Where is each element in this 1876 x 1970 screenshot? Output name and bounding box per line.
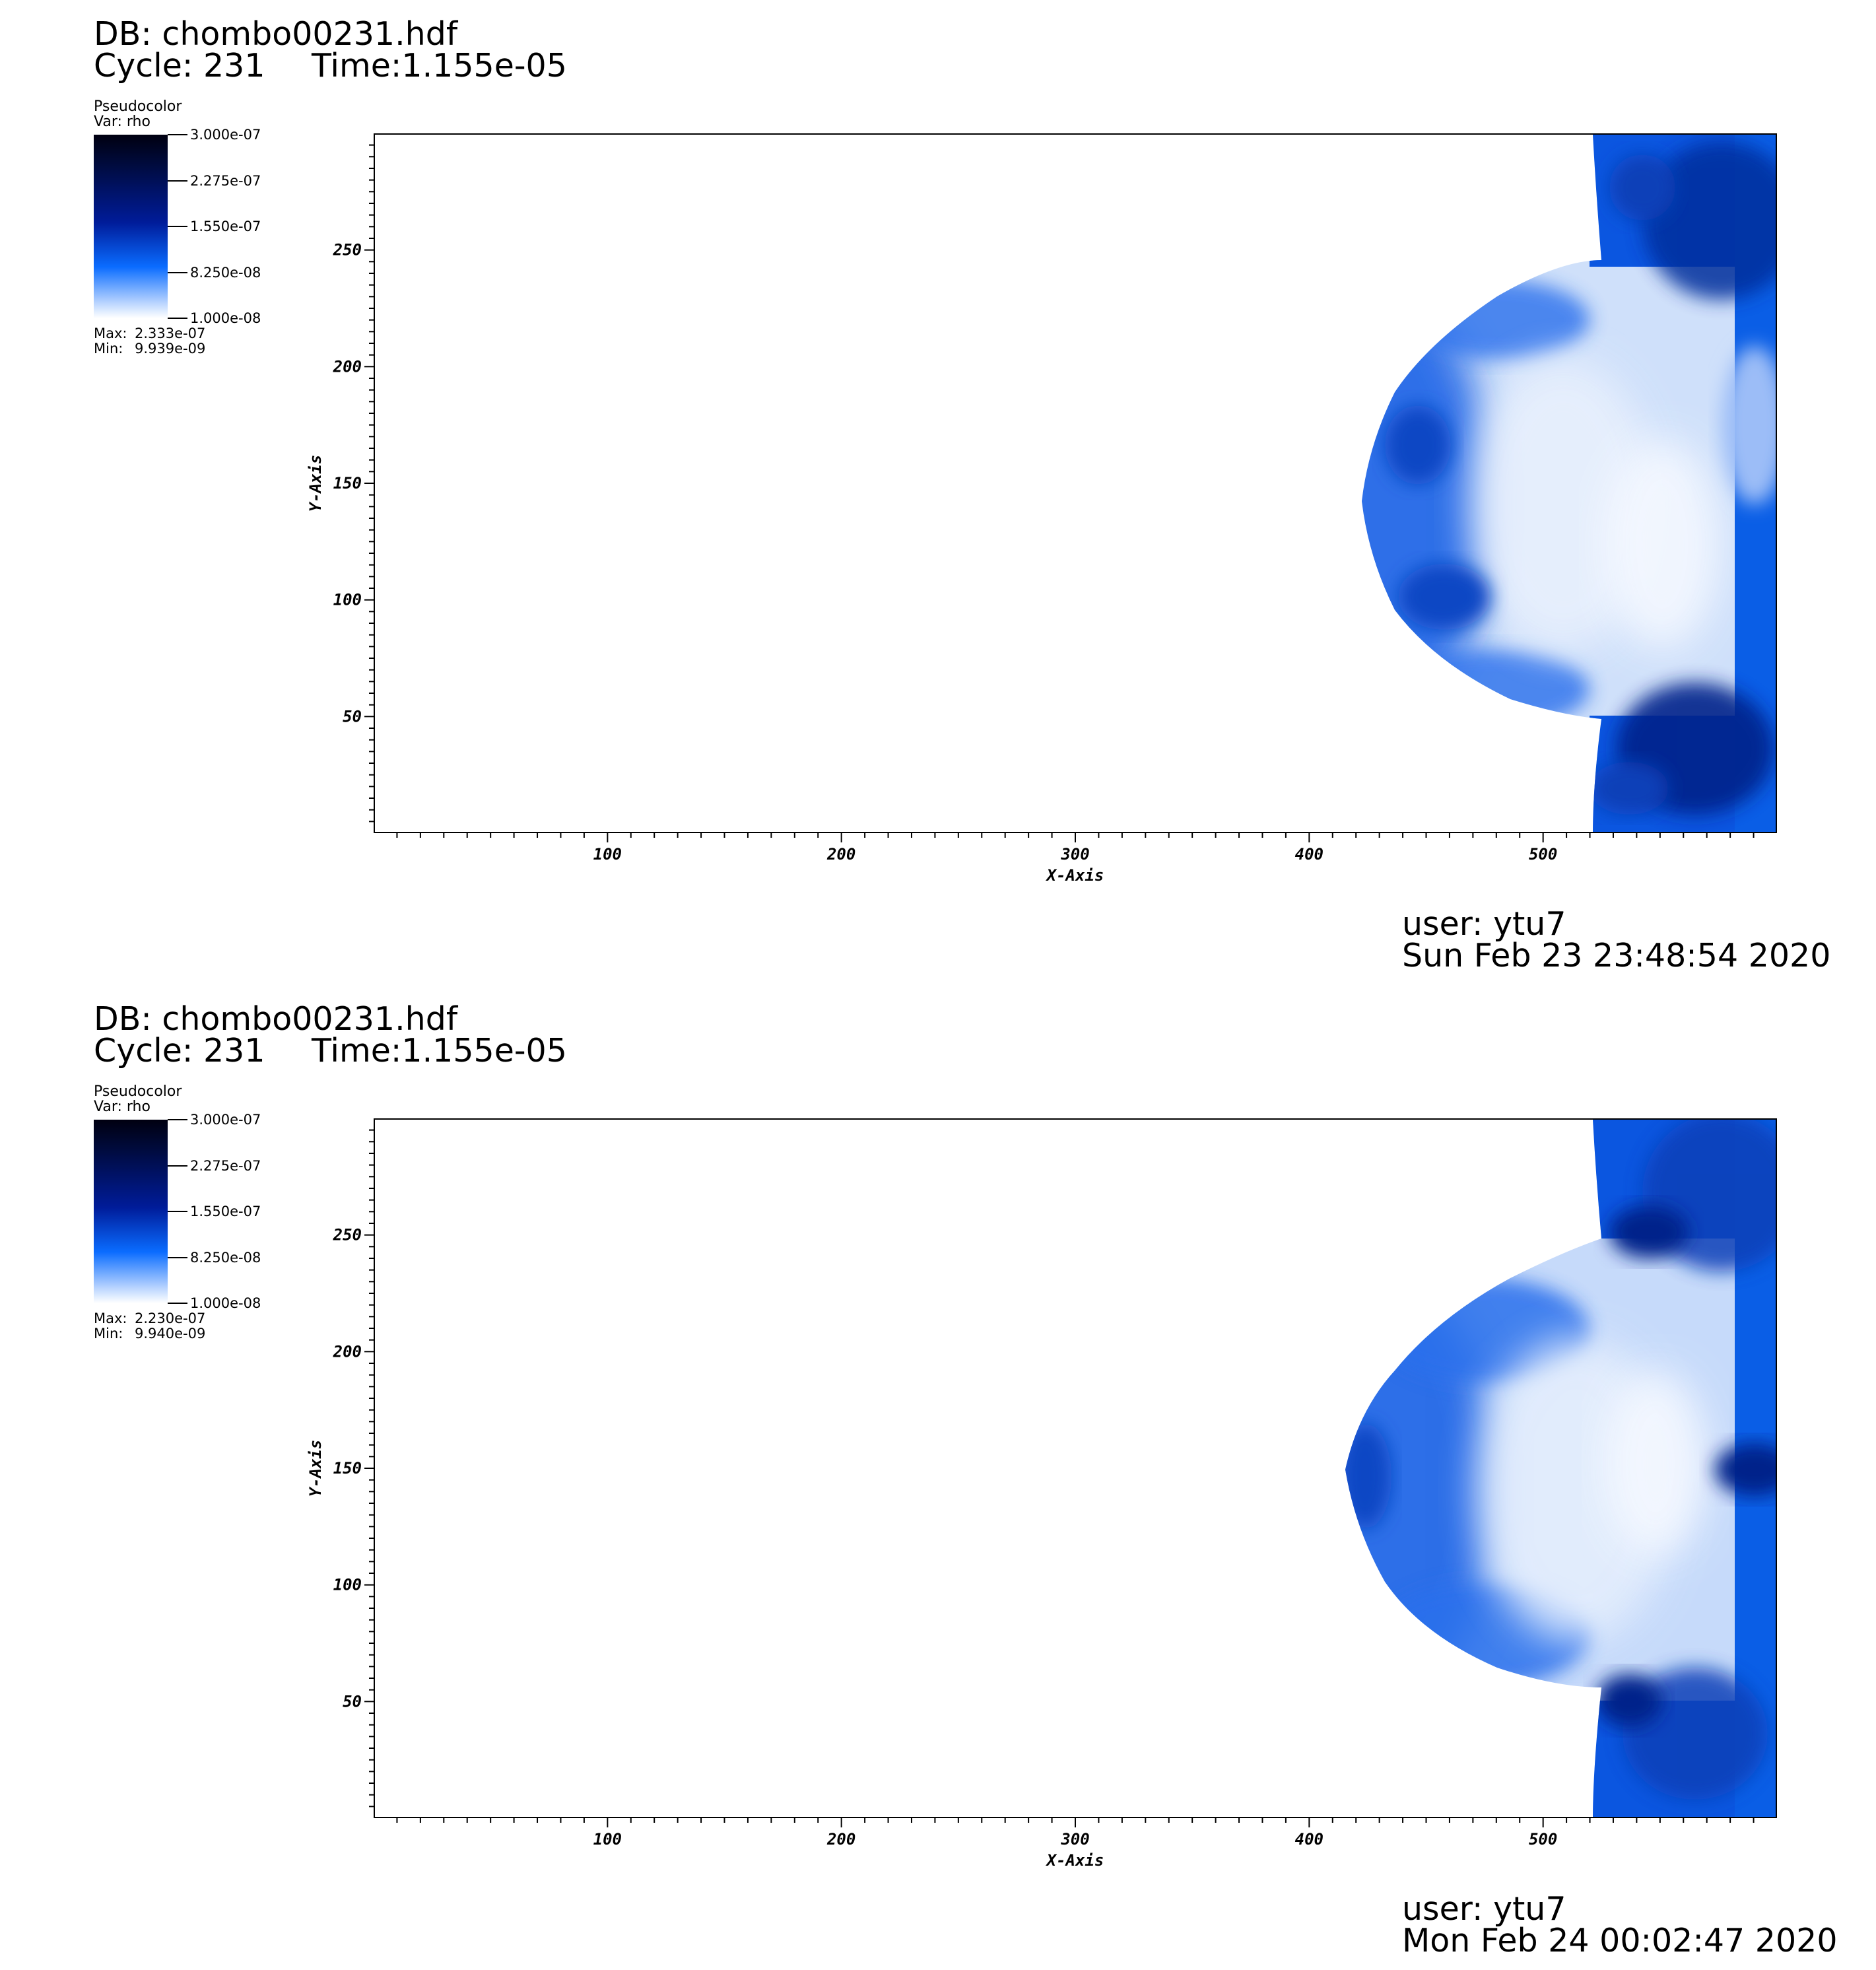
- x-tick-label: 500: [1529, 845, 1557, 864]
- x-tick-label: 300: [1060, 845, 1089, 864]
- legend-max-label: Max:: [94, 325, 127, 341]
- x-tick-label: 400: [1295, 1830, 1323, 1849]
- axes: 100 200 300 400 500 50 100 150 200 250 X-Axis Y-Axi…: [306, 144, 1755, 885]
- legend-min-value: 9.939e-09: [135, 341, 206, 357]
- colorbar-tick-label: 8.250e-08: [190, 1250, 261, 1266]
- cycle-label: Cycle: 231: [94, 1032, 265, 1070]
- colorbar-tick-label: 1.550e-07: [190, 219, 261, 234]
- y-tick-label: 200: [333, 357, 362, 376]
- y-tick-label: 50: [343, 707, 362, 726]
- colorbar-tick-label: 1.550e-07: [190, 1204, 261, 1219]
- colorbar-tick-mark: [168, 1211, 187, 1212]
- colorbar-tick-mark: [168, 134, 187, 135]
- density-field: [1345, 1120, 1776, 1817]
- density-field: [1362, 135, 1776, 832]
- colorbar-tick-mark: [168, 1303, 187, 1304]
- plot-area: [374, 1118, 1777, 1818]
- legend-min: Min: 9.939e-09: [94, 341, 205, 357]
- colorbar-tick-label: 3.000e-07: [190, 1112, 261, 1128]
- x-tick-label: 500: [1529, 1830, 1557, 1849]
- date-label: Sun Feb 23 23:48:54 2020: [1402, 937, 1831, 974]
- colorbar-tick-label: 2.275e-07: [190, 1158, 261, 1174]
- x-tick-label: 300: [1060, 1830, 1089, 1849]
- legend-min-label: Min:: [94, 1326, 123, 1342]
- user-label: user: ytu7: [1402, 1890, 1566, 1928]
- cycle-label: Cycle: 231: [94, 47, 265, 85]
- legend-min-label: Min:: [94, 341, 123, 357]
- x-axis-title: X-Axis: [1046, 1851, 1104, 1870]
- time-label: Time:1.155e-05: [312, 47, 567, 85]
- legend-max: Max: 2.230e-07: [94, 1310, 205, 1326]
- plot-area: [374, 133, 1777, 833]
- colorbar: [94, 135, 168, 318]
- x-axis-title: X-Axis: [1046, 866, 1104, 885]
- axes: 100 200 300 400 500 50 100 150 200 250 X-Axis Y-Axi…: [306, 1129, 1755, 1870]
- x-tick-label: 200: [826, 845, 855, 864]
- x-tick-label: 400: [1295, 845, 1323, 864]
- y-axis-title: Y-Axis: [306, 1440, 325, 1497]
- colorbar-tick-mark: [168, 1165, 187, 1167]
- colorbar-tick-mark: [168, 1257, 187, 1258]
- legend-max-value: 2.230e-07: [135, 1310, 206, 1326]
- y-tick-label: 100: [333, 591, 362, 609]
- cycle-time-line: Cycle: 231 Time:1.155e-05: [94, 1032, 567, 1070]
- legend-variable: Var: rho: [94, 114, 151, 130]
- legend-max-label: Max:: [94, 1310, 127, 1326]
- database-label: DB: chombo00231.hdf: [94, 15, 458, 53]
- y-tick-label: 50: [343, 1692, 362, 1711]
- colorbar-tick-label: 8.250e-08: [190, 265, 261, 281]
- plot-panel-top: DB: chombo00231.hdf Cycle: 231 Time:1.15…: [94, 15, 1831, 974]
- legend-min-value: 9.940e-09: [135, 1326, 206, 1342]
- colorbar-tick-label: 1.000e-08: [190, 310, 261, 326]
- plot-panel-bottom: DB: chombo00231.hdf Cycle: 231 Time:1.15…: [0, 985, 1876, 1970]
- colorbar-tick-mark: [168, 226, 187, 227]
- colorbar-tick-label: 1.000e-08: [190, 1295, 261, 1311]
- legend-max: Max: 2.333e-07: [94, 325, 205, 341]
- y-tick-label: 250: [333, 241, 362, 259]
- time-label: Time:1.155e-05: [312, 1032, 567, 1070]
- x-tick-label: 200: [826, 1830, 855, 1849]
- legend-min: Min: 9.940e-09: [94, 1326, 205, 1342]
- colorbar-tick-mark: [168, 1119, 187, 1120]
- cycle-time-line: Cycle: 231 Time:1.155e-05: [94, 47, 567, 85]
- y-tick-label: 250: [333, 1226, 362, 1244]
- y-axis-title: Y-Axis: [306, 455, 325, 512]
- y-tick-label: 100: [333, 1576, 362, 1594]
- y-tick-label: 200: [333, 1342, 362, 1361]
- colorbar-tick-mark: [168, 272, 187, 273]
- x-tick-label: 100: [593, 1830, 622, 1849]
- date-label: Mon Feb 24 00:02:47 2020: [1402, 1922, 1838, 1959]
- legend-variable: Var: rho: [94, 1099, 151, 1115]
- legend-plot-type: Pseudocolor: [94, 1083, 182, 1100]
- x-tick-label: 100: [593, 845, 622, 864]
- user-label: user: ytu7: [1402, 905, 1566, 943]
- colorbar-tick-mark: [168, 318, 187, 319]
- legend-plot-type: Pseudocolor: [94, 98, 182, 115]
- database-label: DB: chombo00231.hdf: [94, 1000, 458, 1038]
- colorbar-tick-label: 3.000e-07: [190, 127, 261, 143]
- colorbar: [94, 1120, 168, 1303]
- colorbar-tick-label: 2.275e-07: [190, 173, 261, 189]
- legend-max-value: 2.333e-07: [135, 325, 206, 341]
- y-tick-label: 150: [333, 1459, 362, 1478]
- colorbar-tick-mark: [168, 180, 187, 182]
- y-tick-label: 150: [333, 474, 362, 493]
